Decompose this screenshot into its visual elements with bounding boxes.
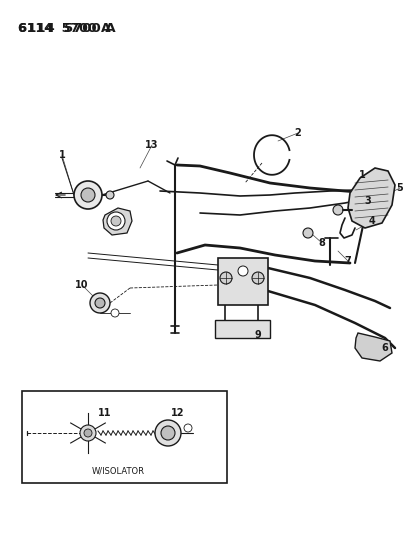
Polygon shape (348, 168, 395, 228)
Circle shape (238, 266, 248, 276)
Circle shape (80, 425, 96, 441)
Circle shape (106, 191, 114, 199)
Text: 8: 8 (318, 238, 325, 248)
Text: 6114  5700 A: 6114 5700 A (18, 21, 116, 35)
Bar (218, 258, 268, 305)
Text: 7: 7 (344, 256, 351, 266)
Circle shape (303, 228, 313, 238)
Bar (22, 391, 227, 483)
Circle shape (95, 298, 105, 308)
Text: 9: 9 (255, 330, 261, 340)
Text: 6114  5700 A: 6114 5700 A (18, 21, 111, 35)
Circle shape (81, 188, 95, 202)
Circle shape (220, 272, 232, 284)
Text: 10: 10 (75, 280, 89, 290)
Circle shape (84, 429, 92, 437)
Text: 5: 5 (397, 183, 403, 193)
Text: 11: 11 (98, 408, 112, 418)
Text: W/ISOLATOR: W/ISOLATOR (91, 466, 145, 475)
Text: 6: 6 (382, 343, 389, 353)
Circle shape (90, 293, 110, 313)
Text: 4: 4 (369, 216, 375, 226)
Bar (215, 320, 270, 338)
Text: 13: 13 (145, 140, 159, 150)
Circle shape (155, 420, 181, 446)
Circle shape (252, 272, 264, 284)
Circle shape (161, 426, 175, 440)
Circle shape (111, 216, 121, 226)
Polygon shape (355, 333, 392, 361)
Circle shape (333, 205, 343, 215)
Polygon shape (103, 208, 132, 235)
Circle shape (184, 424, 192, 432)
Text: 3: 3 (365, 196, 371, 206)
Text: 2: 2 (295, 128, 301, 138)
Text: 1: 1 (358, 170, 365, 180)
Circle shape (74, 181, 102, 209)
Circle shape (107, 212, 125, 230)
Circle shape (111, 309, 119, 317)
Text: 12: 12 (171, 408, 185, 418)
Text: 1: 1 (59, 150, 66, 160)
